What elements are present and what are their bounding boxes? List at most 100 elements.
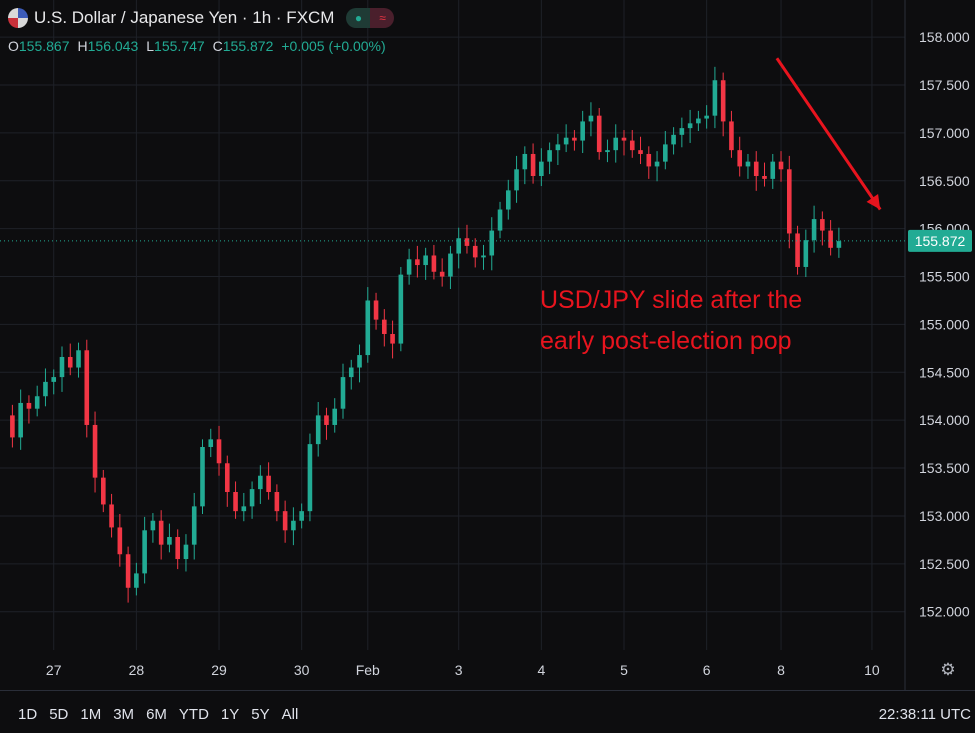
y-tick-label: 156.500 — [919, 173, 970, 189]
candle-body — [249, 489, 255, 507]
candle-body — [786, 169, 792, 234]
candle-body — [828, 230, 833, 248]
candle-body — [613, 137, 619, 151]
annotation-arrow-line — [775, 57, 882, 211]
candle-body — [324, 415, 329, 425]
candle-body — [415, 259, 420, 266]
candle-body — [753, 161, 759, 176]
x-tick-label: 10 — [864, 662, 880, 678]
candle-body — [663, 144, 668, 162]
candle-body — [481, 255, 486, 258]
timeframe-5y[interactable]: 5Y — [251, 706, 270, 723]
candle-body — [117, 527, 123, 555]
annotation-text: USD/JPY slide after the — [540, 286, 802, 314]
candle-body — [266, 475, 271, 492]
settings-gear-icon[interactable]: ⚙ — [940, 660, 956, 679]
timeframe-5d[interactable]: 5D — [49, 706, 69, 723]
candle-body — [497, 209, 503, 231]
last-price-badge — [908, 229, 972, 252]
candle-body — [34, 396, 40, 409]
candle-body — [671, 134, 676, 145]
timeframe-3m[interactable]: 3M — [113, 706, 135, 723]
candle-body — [431, 255, 437, 272]
candle-body — [646, 153, 652, 167]
candle-body — [125, 554, 131, 588]
candle-body — [563, 137, 569, 145]
x-tick-label: 4 — [537, 662, 545, 678]
x-tick-label: 28 — [129, 662, 145, 678]
timeframe-all[interactable]: All — [281, 706, 299, 723]
candle-body — [191, 506, 197, 545]
x-tick-label: 6 — [703, 662, 711, 678]
candle-body — [274, 492, 280, 512]
candle-body — [258, 475, 263, 490]
ohlc-open-key: O — [8, 38, 19, 54]
candle-body — [382, 319, 387, 334]
utc-clock[interactable]: 22:38:11 UTC — [878, 706, 971, 723]
candle-body — [530, 153, 536, 176]
bottom-toolbar: 1D 5D 1M 3M 6M YTD 1Y 5Y All 22:38:11 UT… — [0, 690, 975, 733]
ohlc-close-value: 155.872 — [222, 38, 274, 54]
candle-body — [51, 377, 57, 382]
candle-body — [315, 415, 321, 445]
candle-body — [216, 439, 222, 464]
timeframe-ytd[interactable]: YTD — [178, 706, 209, 723]
x-tick-label: 3 — [455, 662, 463, 678]
x-tick-label: 5 — [620, 662, 628, 678]
candle-body — [696, 118, 701, 124]
market-open-icon: ● — [346, 8, 371, 28]
annotation-text: early post-election pop — [540, 327, 792, 355]
candle-body — [390, 334, 395, 344]
candle-body — [101, 477, 106, 505]
candle-body — [778, 161, 784, 170]
x-tick-label: 29 — [211, 662, 227, 678]
candle-body — [233, 492, 238, 512]
x-tick-label: 8 — [777, 662, 785, 678]
ohlc-readout: O155.867 H156.043 L155.747 C155.872 +0.0… — [8, 38, 386, 54]
symbol-title[interactable]: U.S. Dollar / Japanese Yen · 1h · FXCM — [34, 8, 335, 27]
timeframe-1y[interactable]: 1Y — [220, 706, 240, 723]
candle-body — [704, 115, 709, 119]
candle-body — [762, 176, 767, 179]
candle-body — [307, 444, 313, 512]
candles — [10, 66, 842, 603]
candle-body — [472, 245, 478, 258]
candle-body — [142, 530, 147, 574]
candle-body — [621, 137, 627, 141]
candle-body — [241, 506, 247, 512]
candle-body — [282, 511, 288, 531]
candle-body — [67, 356, 73, 368]
ohlc-low-key: L — [146, 38, 155, 54]
y-tick-label: 154.500 — [919, 364, 970, 380]
candle-body — [183, 544, 189, 560]
candle-body — [150, 520, 156, 531]
chart-header: U.S. Dollar / Japanese Yen · 1h · FXCM ●… — [8, 8, 395, 28]
last-price-label: 155.872 — [915, 233, 966, 249]
timeframe-6m[interactable]: 6M — [146, 706, 167, 723]
x-tick-label: 30 — [294, 662, 310, 678]
usd-flag-icon — [8, 8, 28, 28]
candle-body — [299, 511, 304, 521]
market-status-pill[interactable]: ● ≈ — [346, 8, 395, 28]
candle-body — [679, 128, 685, 135]
y-tick-label: 152.500 — [919, 556, 970, 572]
candle-body — [365, 300, 371, 356]
timeframe-1m[interactable]: 1M — [80, 706, 102, 723]
timeframe-1d[interactable]: 1D — [18, 706, 38, 723]
timeframe-bar: 1D 5D 1M 3M 6M YTD 1Y 5Y All — [18, 706, 298, 723]
candle-body — [167, 537, 172, 545]
candle-body — [712, 80, 718, 116]
candle-body — [588, 115, 594, 122]
candle-body — [629, 140, 635, 151]
candle-body — [406, 259, 412, 275]
candle-body — [423, 255, 428, 266]
candle-body — [555, 144, 561, 151]
y-tick-label: 153.000 — [919, 508, 970, 524]
candle-body — [92, 424, 98, 478]
candle-body — [373, 300, 379, 320]
candle-body — [811, 219, 817, 241]
candle-body — [109, 504, 114, 528]
y-tick-label: 158.000 — [919, 29, 970, 45]
candle-body — [84, 350, 90, 425]
price-chart[interactable]: 152.000 152.500 153.000 153.500 154.000 154.5… — [0, 0, 975, 690]
